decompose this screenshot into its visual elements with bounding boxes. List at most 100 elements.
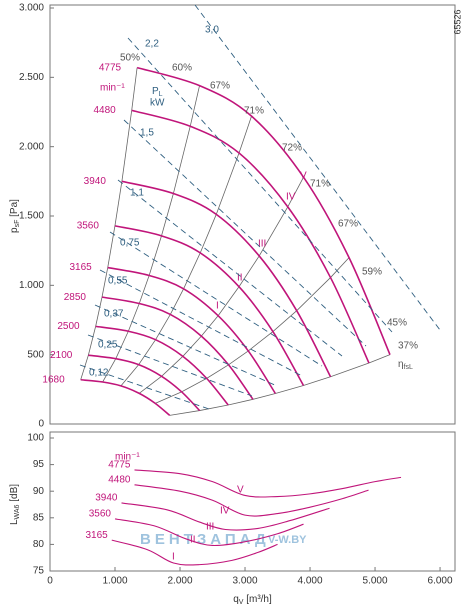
curve-number: IV (286, 192, 296, 203)
y-tick-label: 90 (33, 486, 45, 497)
y-tick-label: 2.000 (19, 141, 44, 152)
y-axis-label-unit: [Pa] (9, 199, 20, 220)
speed-label: 3940 (95, 493, 118, 504)
curve-number: IV (220, 506, 230, 517)
efficiency-label: 59% (362, 267, 382, 278)
speed-label: 4775 (108, 460, 131, 471)
efficiency-label: 67% (210, 81, 230, 92)
speed-label: 2100 (50, 350, 73, 361)
power-label: 0,75 (120, 238, 140, 249)
power-line (99, 269, 303, 377)
efficiency-label: 50% (120, 53, 140, 64)
drawing-number: 65526 (452, 9, 462, 34)
speed-label: 3560 (77, 220, 100, 231)
operating-line (80, 67, 138, 380)
x-tick-label: 1.000 (102, 576, 127, 587)
fan-curve (134, 484, 369, 517)
curve-number: I (172, 552, 175, 563)
power-label: 0,12 (89, 368, 109, 379)
efficiency-label: 67% (338, 219, 358, 230)
y-tick-label: 95 (33, 459, 45, 470)
operating-line (155, 257, 350, 404)
curve-number: III (206, 522, 214, 533)
speed-label: 4480 (93, 105, 116, 116)
power-label: 3,0 (205, 25, 219, 36)
speed-unit: min⁻¹ (115, 452, 140, 463)
fan-curve (95, 325, 229, 406)
power-line (194, 4, 441, 331)
fan-curve (114, 225, 305, 386)
fan-curve (101, 296, 254, 400)
curve-number: I (216, 301, 219, 312)
efficiency-label: 45% (387, 318, 407, 329)
power-label: 0,25 (98, 340, 118, 351)
speed-label: 3940 (84, 176, 107, 187)
x-axis-label-unit: [m³/h] (243, 594, 272, 605)
x-axis-label-sub: V (239, 599, 244, 606)
watermark: V-W.BY (268, 534, 307, 546)
power-unit: kW (150, 98, 165, 109)
x-tick-label: 0 (47, 576, 53, 587)
efficiency-label: 72% (282, 143, 302, 154)
power-line (79, 364, 213, 411)
y-tick-label: 3.000 (19, 3, 44, 14)
x-axis-label: qV [m³/h] (233, 594, 272, 607)
efficiency-label: 60% (172, 63, 192, 74)
x-tick-label: 4.000 (298, 576, 323, 587)
fan-curve (121, 502, 330, 531)
power-label: 0,55 (108, 276, 128, 287)
power-title: PL (152, 86, 163, 99)
curve-number: II (237, 273, 243, 284)
curve-number: V (237, 485, 244, 496)
y-axis-label: LWA6 [dB] (9, 484, 22, 525)
power-line (87, 334, 253, 397)
y-tick-label: 1.500 (19, 211, 44, 222)
curve-number: V (300, 171, 307, 182)
x-tick-label: 6.000 (428, 576, 453, 587)
x-tick-label: 3.000 (233, 576, 258, 587)
power-line (127, 37, 393, 333)
y-tick-label: 100 (27, 433, 44, 444)
speed-label: 3165 (69, 262, 92, 273)
power-label: 1,5 (140, 128, 154, 139)
efficiency-title-sub: fsL (404, 364, 413, 371)
efficiency-title-main: η (398, 359, 404, 370)
power-label: 1,1 (130, 188, 144, 199)
speed-label: 1680 (42, 374, 65, 385)
y-tick-label: 0 (38, 419, 44, 430)
y-axis-label: psF [Pa] (9, 199, 22, 233)
speed-label: 2850 (64, 292, 87, 303)
watermark: ВЕНТЗАПАД (140, 531, 270, 548)
efficiency-label: 37% (398, 341, 418, 352)
curve-number: III (258, 239, 266, 250)
speed-label: 2500 (57, 321, 80, 332)
operating-line (139, 176, 304, 394)
y-axis-label-sub: sF (14, 220, 21, 228)
efficiency-label: 71% (244, 106, 264, 117)
y-axis-label-main: p (9, 227, 20, 233)
curve-number: II (190, 535, 196, 546)
power-label: 2,2 (145, 39, 159, 50)
fan-curve (80, 378, 171, 417)
x-tick-label: 2.000 (168, 576, 193, 587)
y-tick-label: 1.000 (19, 280, 44, 291)
power-title-main: P (152, 86, 159, 97)
y-tick-label: 85 (33, 512, 45, 523)
fan-curve (88, 354, 201, 412)
y-tick-label: 500 (27, 349, 44, 360)
power-line (94, 304, 278, 387)
y-tick-label: 2.500 (19, 72, 44, 83)
power-title-sub: L (159, 91, 163, 98)
fan-curve (114, 518, 304, 547)
x-axis-label-main: q (233, 594, 239, 605)
power-line (123, 119, 367, 347)
speed-label: 3165 (86, 530, 109, 541)
y-axis-label-sub: WA6 (14, 504, 21, 519)
operating-line (169, 354, 391, 416)
y-tick-label: 75 (33, 566, 45, 577)
fan-curve (107, 266, 277, 394)
y-axis-label-unit: [dB] (9, 484, 20, 505)
speed-unit: min⁻¹ (100, 83, 125, 94)
y-axis-label-main: L (9, 519, 20, 525)
